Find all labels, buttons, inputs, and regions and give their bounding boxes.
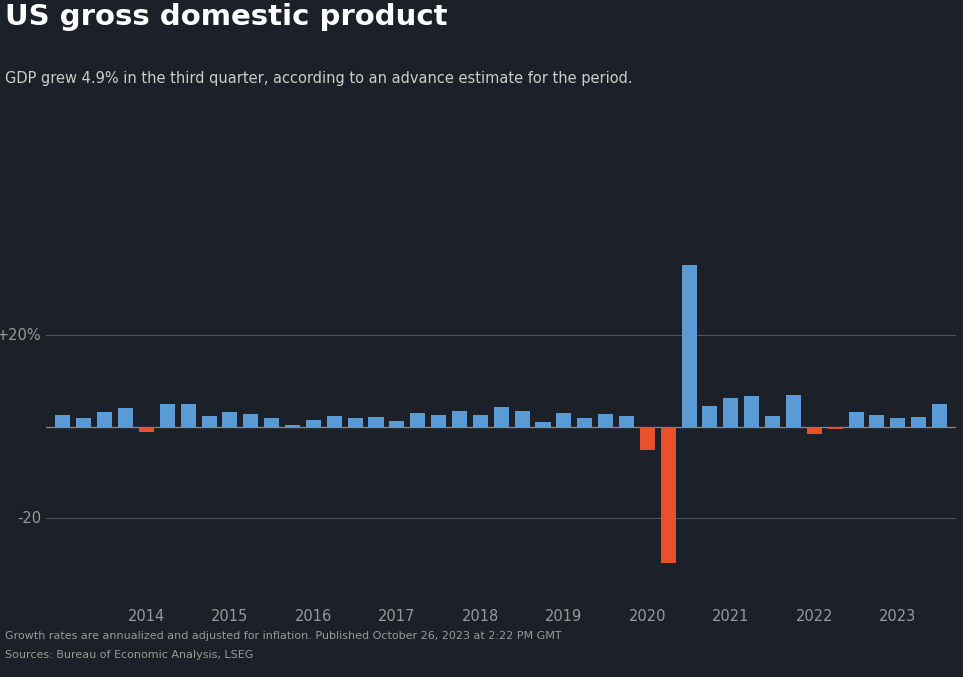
- Bar: [535, 422, 551, 427]
- Bar: [348, 418, 363, 427]
- Bar: [848, 412, 864, 427]
- Bar: [639, 427, 655, 450]
- Bar: [264, 418, 279, 427]
- Bar: [285, 425, 300, 427]
- Text: 2018: 2018: [461, 609, 499, 624]
- Text: GDP grew 4.9% in the third quarter, according to an advance estimate for the per: GDP grew 4.9% in the third quarter, acco…: [5, 71, 633, 86]
- Bar: [619, 416, 634, 427]
- Text: +20%: +20%: [0, 328, 41, 343]
- Bar: [744, 396, 759, 427]
- Bar: [514, 411, 530, 427]
- Bar: [452, 411, 467, 427]
- Bar: [181, 404, 195, 427]
- Bar: [911, 417, 926, 427]
- Text: -20: -20: [17, 510, 41, 525]
- Bar: [870, 415, 884, 427]
- Text: Growth rates are annualized and adjusted for inflation. Published October 26, 20: Growth rates are annualized and adjusted…: [5, 631, 561, 641]
- Text: 2014: 2014: [128, 609, 165, 624]
- Bar: [97, 412, 112, 427]
- Text: 2020: 2020: [629, 609, 666, 624]
- Text: 2017: 2017: [378, 609, 416, 624]
- Bar: [682, 265, 696, 427]
- Bar: [786, 395, 801, 427]
- Bar: [494, 408, 508, 427]
- Bar: [765, 416, 780, 427]
- Bar: [891, 418, 905, 427]
- Bar: [473, 415, 488, 427]
- Bar: [702, 406, 717, 427]
- Bar: [160, 403, 175, 427]
- Bar: [557, 412, 571, 427]
- Bar: [326, 416, 342, 427]
- Text: 2016: 2016: [295, 609, 332, 624]
- Text: 2015: 2015: [211, 609, 248, 624]
- Bar: [827, 427, 843, 429]
- Text: 2022: 2022: [795, 609, 833, 624]
- Text: 2019: 2019: [545, 609, 583, 624]
- Text: 2023: 2023: [879, 609, 917, 624]
- Bar: [118, 408, 133, 427]
- Text: 2021: 2021: [713, 609, 749, 624]
- Bar: [661, 427, 676, 563]
- Bar: [807, 427, 821, 434]
- Text: US gross domestic product: US gross domestic product: [5, 3, 448, 31]
- Bar: [723, 398, 739, 427]
- Bar: [244, 414, 258, 427]
- Bar: [598, 414, 613, 427]
- Text: Sources: Bureau of Economic Analysis, LSEG: Sources: Bureau of Economic Analysis, LS…: [5, 650, 253, 660]
- Bar: [389, 421, 404, 427]
- Bar: [201, 416, 217, 427]
- Bar: [56, 415, 70, 427]
- Bar: [76, 418, 91, 427]
- Bar: [369, 417, 383, 427]
- Bar: [577, 418, 592, 427]
- Bar: [306, 420, 321, 427]
- Bar: [222, 412, 238, 427]
- Bar: [139, 427, 154, 432]
- Bar: [431, 415, 446, 427]
- Bar: [932, 404, 947, 427]
- Bar: [410, 412, 426, 427]
